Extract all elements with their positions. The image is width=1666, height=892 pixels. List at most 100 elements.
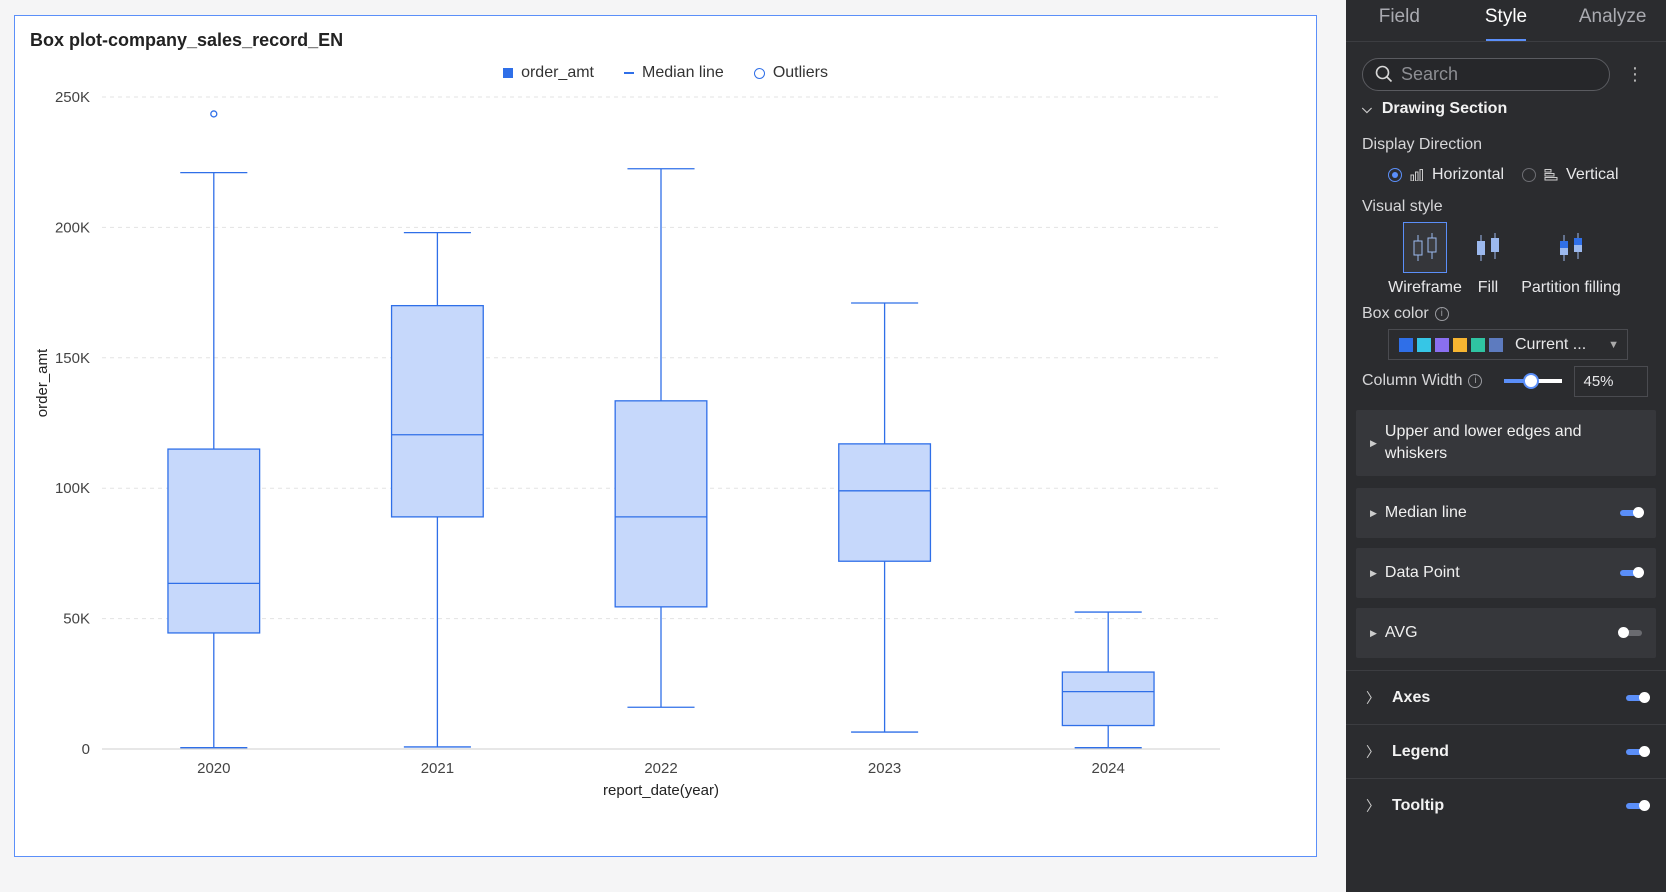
x-tick-label: 2021 [421, 760, 454, 777]
slider-handle[interactable] [1522, 373, 1539, 389]
box-color-label: Box color [1362, 305, 1429, 322]
style-option-wireframe[interactable]: Wireframe [1388, 222, 1462, 297]
fill-box-icon [1466, 222, 1510, 273]
legend-square-icon [503, 68, 514, 78]
box-color-select[interactable]: Current ... ▼ [1388, 329, 1628, 360]
legend-toggle[interactable] [1626, 745, 1650, 757]
color-swatch [1399, 337, 1413, 352]
chevron-down-icon: ⌵ [1362, 101, 1372, 116]
legend-line-icon [623, 72, 634, 74]
tooltip-toggle[interactable] [1626, 799, 1650, 811]
legend-item-median-line[interactable]: Median line [623, 64, 724, 82]
direction-radio-group: Horizontal Vertical [1346, 160, 1666, 190]
section-label: Tooltip [1392, 796, 1445, 814]
y-tick-label: 200K [55, 219, 90, 236]
horizontal-radio[interactable] [1388, 168, 1402, 182]
drawing-section-title: Drawing Section [1381, 100, 1508, 117]
tab-analyze[interactable]: Analyze [1578, 6, 1647, 27]
section-legend[interactable]: 〉 Legend [1346, 724, 1666, 778]
tab-field[interactable]: Field [1378, 6, 1420, 27]
legend-label: Outliers [772, 64, 828, 81]
drawing-section-header[interactable]: ⌵ Drawing Section [1346, 94, 1666, 124]
style-panel: Field Style Analyze ⋮ ⌵ Drawing Section … [1346, 0, 1666, 892]
search-icon [1375, 65, 1393, 83]
info-icon[interactable]: i [1434, 307, 1449, 321]
box-2024 [1061, 671, 1155, 727]
wireframe-box-icon [1403, 222, 1447, 273]
subsection-data-point[interactable]: ▶ Data Point [1356, 548, 1656, 598]
vertical-radio[interactable] [1522, 168, 1537, 182]
y-tick-label: 150K [55, 350, 90, 367]
visual-style-options: Wireframe Fill [1346, 222, 1666, 297]
box-plot-svg[interactable]: 0 50K 100K 150K 200K 250K 2020 2021 2022 2023 2024… [15, 16, 1318, 858]
column-width-slider[interactable] [1504, 373, 1563, 389]
wireframe-label: Wireframe [1388, 279, 1462, 296]
style-option-partition-filling[interactable]: Partition filling [1514, 222, 1628, 297]
search-input[interactable] [1401, 63, 1581, 85]
fill-label: Fill [1477, 279, 1499, 296]
visual-style-label: Visual style [1362, 198, 1443, 215]
section-tooltip[interactable]: 〉 Tooltip [1346, 778, 1666, 832]
vertical-label: Vertical [1566, 166, 1619, 183]
column-width-label: Column Width [1362, 372, 1463, 389]
x-tick-label: 2022 [644, 760, 677, 777]
box-color-row: Box color i [1346, 305, 1666, 323]
y-tick-label: 0 [82, 741, 90, 758]
chart-area: Box plot-company_sales_record_EN order_a… [14, 15, 1317, 857]
legend-item-outliers[interactable]: Outliers [753, 64, 828, 82]
caret-right-icon: ▶ [1370, 627, 1377, 638]
subsection-median-line[interactable]: ▶ Median line [1356, 488, 1656, 538]
chevron-right-icon: 〉 [1366, 797, 1380, 814]
legend: order_amt Median line Outliers [15, 64, 1316, 82]
median-line-toggle[interactable] [1620, 507, 1644, 518]
outlier-point [210, 110, 218, 118]
axes-toggle[interactable] [1626, 691, 1650, 703]
subsection-label: Upper and lower edges and whiskers [1384, 423, 1582, 462]
partition-filling-label: Partition filling [1521, 279, 1621, 296]
y-tick-label: 250K [55, 89, 90, 106]
x-tick-label: 2024 [1092, 760, 1125, 777]
legend-label: Median line [641, 64, 724, 81]
chart-title: Box plot-company_sales_record_EN [30, 30, 344, 50]
box-2022 [614, 400, 708, 608]
subsection-whiskers[interactable]: ▶ Upper and lower edges and whiskers [1356, 410, 1656, 476]
chart-card[interactable]: Box plot-company_sales_record_EN order_a… [14, 15, 1317, 857]
legend-label: order_amt [521, 64, 594, 81]
subsection-avg[interactable]: ▶ AVG [1356, 608, 1656, 658]
data-point-toggle[interactable] [1620, 567, 1644, 578]
x-tick-label: 2020 [197, 760, 230, 777]
search-box[interactable] [1362, 57, 1610, 91]
style-option-fill[interactable]: Fill [1462, 222, 1514, 297]
display-direction-label: Display Direction [1362, 136, 1483, 153]
chevron-right-icon: 〉 [1366, 743, 1380, 760]
color-swatch [1471, 337, 1485, 352]
panel-tabs: Field Style Analyze [1346, 0, 1666, 42]
section-label: Legend [1392, 742, 1449, 760]
tab-style[interactable]: Style [1453, 0, 1560, 41]
dropdown-caret-icon: ▼ [1608, 338, 1619, 351]
bar-chart-icon [1544, 169, 1558, 181]
partition-box-icon [1549, 222, 1593, 273]
info-icon[interactable]: i [1468, 374, 1483, 388]
x-tick-label: 2023 [868, 760, 901, 777]
column-width-input[interactable]: 45% [1574, 365, 1649, 397]
more-options-icon[interactable]: ⋮ [1626, 63, 1644, 84]
color-swatch [1489, 337, 1503, 352]
subsection-label: AVG [1384, 624, 1418, 641]
legend-circle-icon [753, 67, 765, 79]
color-swatch [1453, 337, 1467, 352]
color-swatch [1417, 337, 1431, 352]
box-2021 [390, 304, 484, 518]
avg-toggle[interactable] [1618, 627, 1642, 638]
section-axes[interactable]: 〉 Axes [1346, 670, 1666, 724]
caret-right-icon: ▶ [1370, 437, 1377, 448]
color-swatch [1435, 337, 1449, 352]
box-color-value: Current ... [1515, 335, 1587, 353]
subsection-label: Median line [1384, 504, 1467, 521]
legend-item-order-amt[interactable]: order_amt [503, 64, 594, 82]
subsection-label: Data Point [1384, 564, 1460, 581]
search-row: ⋮ [1346, 42, 1666, 96]
caret-right-icon: ▶ [1370, 507, 1377, 518]
y-axis-title: order_amt [34, 348, 51, 417]
horizontal-label: Horizontal [1432, 166, 1505, 183]
